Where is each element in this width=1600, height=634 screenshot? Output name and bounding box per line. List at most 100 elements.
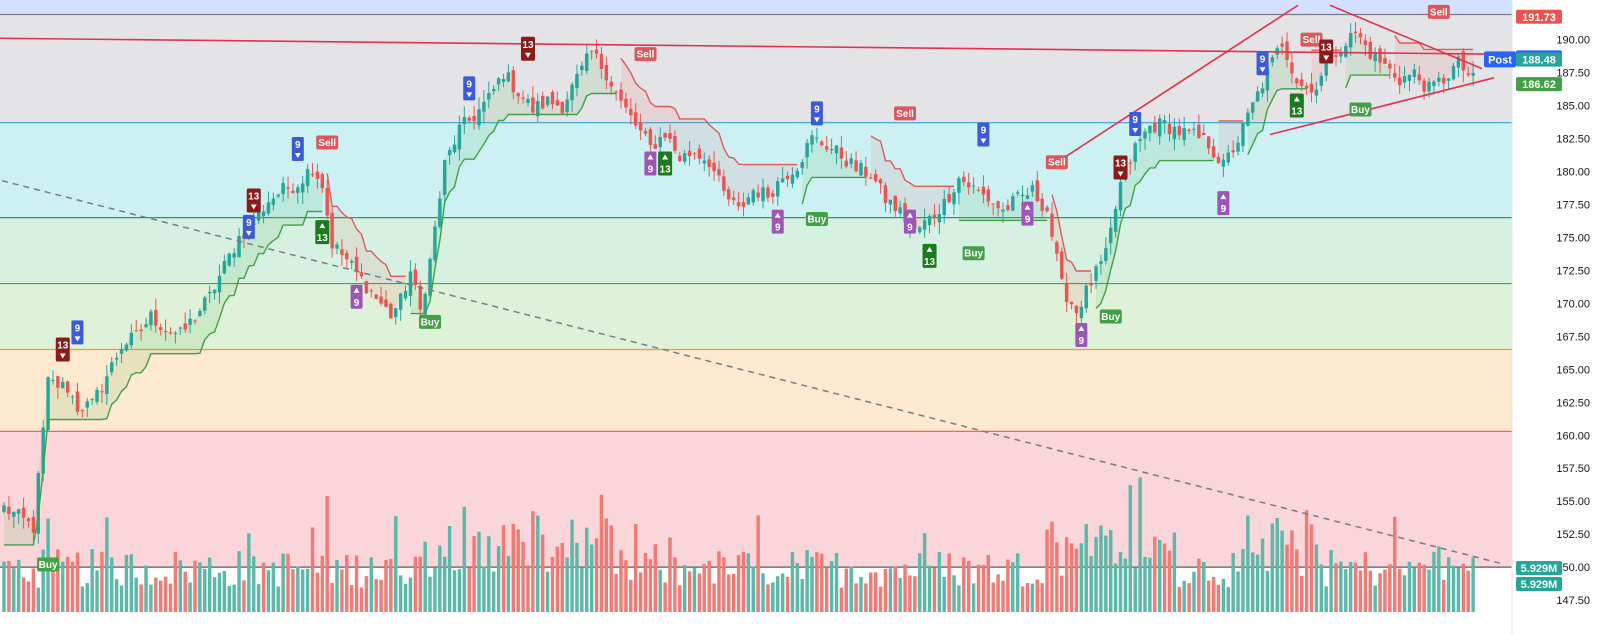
candle-body — [188, 318, 192, 326]
candle-body — [1412, 69, 1417, 77]
volume-bar — [413, 556, 418, 612]
signal-13[interactable]: 13 — [1113, 155, 1128, 180]
signal-buy[interactable]: Buy — [962, 246, 985, 261]
signal-9[interactable]: 9 — [350, 284, 363, 309]
signal-sell[interactable]: Sell — [634, 47, 657, 62]
candle-body — [359, 272, 364, 277]
signal-label: Sell — [896, 109, 914, 120]
signal-13[interactable]: 13 — [658, 151, 673, 176]
volume-bar — [849, 566, 853, 612]
candle-body — [1422, 80, 1426, 92]
signal-9[interactable]: 9 — [903, 209, 916, 234]
signal-buy[interactable]: Buy — [37, 557, 60, 572]
volume-bar — [1412, 567, 1417, 612]
volume-bar — [203, 569, 207, 612]
dashed-trendline[interactable] — [1, 179, 1501, 564]
candle-body — [100, 391, 104, 393]
candle-body — [761, 187, 765, 202]
signal-9[interactable]: 9 — [644, 151, 657, 176]
signal-box — [520, 36, 535, 61]
candle-body — [65, 381, 70, 393]
volume-bar — [1427, 569, 1431, 612]
signal-13[interactable]: 13 — [1289, 93, 1304, 118]
volume-tag[interactable]: 5.929M — [1516, 577, 1562, 591]
signal-13[interactable]: 13 — [922, 243, 937, 268]
signal-9[interactable]: 9 — [1021, 201, 1034, 226]
price-tag[interactable]: 186.62 — [1516, 77, 1562, 92]
candle-body — [1035, 180, 1039, 202]
price-zone — [0, 349, 1512, 432]
signal-9[interactable]: 9 — [463, 76, 476, 101]
candle-body — [1299, 79, 1304, 86]
candle-body — [310, 173, 315, 175]
candle-body — [1055, 241, 1059, 254]
signal-buy[interactable]: Buy — [419, 314, 442, 329]
signal-13[interactable]: 13 — [315, 220, 330, 245]
volume-bar — [712, 583, 716, 612]
volume-bar — [491, 571, 496, 612]
volume-tag[interactable]: 5.929M — [1516, 561, 1562, 575]
signal-buy[interactable]: Buy — [1349, 102, 1372, 117]
signal-13[interactable]: 13 — [520, 36, 535, 61]
signal-9[interactable]: 9 — [1129, 111, 1142, 136]
post-market-tag[interactable]: Post — [1484, 51, 1516, 68]
volume-bar — [217, 572, 222, 612]
volume-bar — [878, 586, 883, 612]
volume-bar — [727, 574, 731, 612]
signal-label: Sell — [1048, 158, 1066, 169]
volume-bar — [1069, 543, 1074, 612]
signal-9[interactable]: 9 — [242, 214, 255, 239]
resistance-trendline[interactable] — [0, 37, 1487, 55]
volume-bar — [937, 552, 942, 612]
signal-9[interactable]: 9 — [71, 320, 84, 345]
signal-9[interactable]: 9 — [810, 101, 823, 126]
signal-13[interactable]: 13 — [1319, 39, 1334, 64]
volume-bar — [1202, 562, 1206, 612]
signal-9[interactable]: 9 — [977, 122, 990, 147]
triangle-upper-line[interactable] — [1329, 4, 1483, 70]
volume-bar — [1192, 571, 1196, 612]
volume-bar — [516, 529, 520, 612]
signal-buy[interactable]: Buy — [805, 211, 828, 226]
signal-13[interactable]: 13 — [55, 337, 70, 362]
candle-body — [1236, 142, 1240, 152]
signal-sell[interactable]: Sell — [894, 106, 917, 121]
price-tag[interactable]: 188.48 — [1516, 52, 1562, 67]
signal-label: 9 — [1025, 215, 1031, 226]
signal-box — [291, 137, 304, 162]
channel-upper-line[interactable] — [1054, 4, 1299, 165]
volume-bar — [663, 582, 667, 612]
signal-sell[interactable]: Sell — [1045, 155, 1068, 170]
signal-9[interactable]: 9 — [771, 209, 784, 234]
signal-sell[interactable]: Sell — [316, 135, 339, 150]
signal-label: Buy — [421, 317, 440, 328]
signal-sell[interactable]: Sell — [1300, 32, 1323, 47]
signal-buy[interactable]: Buy — [1099, 309, 1122, 324]
candle-body — [516, 93, 520, 97]
candle-body — [937, 214, 942, 223]
trail-line-up — [1095, 159, 1214, 309]
candle-body — [296, 187, 300, 193]
signal-9[interactable]: 9 — [291, 137, 304, 162]
triangle-lower-line[interactable] — [1269, 77, 1495, 136]
volume-bar — [1471, 557, 1475, 612]
signal-9[interactable]: 9 — [1256, 51, 1269, 76]
candle-body — [1334, 55, 1338, 57]
arrow-up-icon — [1293, 96, 1300, 102]
signal-label: 13 — [660, 165, 672, 176]
candle-body — [129, 332, 134, 346]
signal-13[interactable]: 13 — [246, 188, 261, 213]
candle-body — [712, 162, 716, 172]
price-tag[interactable]: 191.73 — [1516, 9, 1562, 24]
signal-sell[interactable]: Sell — [1427, 4, 1450, 19]
candle-body — [1040, 198, 1044, 211]
volume-bar — [692, 567, 697, 612]
signal-9[interactable]: 9 — [1217, 191, 1230, 216]
volume-bar — [2, 561, 6, 612]
candle-body — [996, 201, 1000, 209]
signal-box — [315, 220, 330, 245]
volume-bar — [134, 577, 138, 612]
signal-9[interactable]: 9 — [1075, 323, 1088, 348]
